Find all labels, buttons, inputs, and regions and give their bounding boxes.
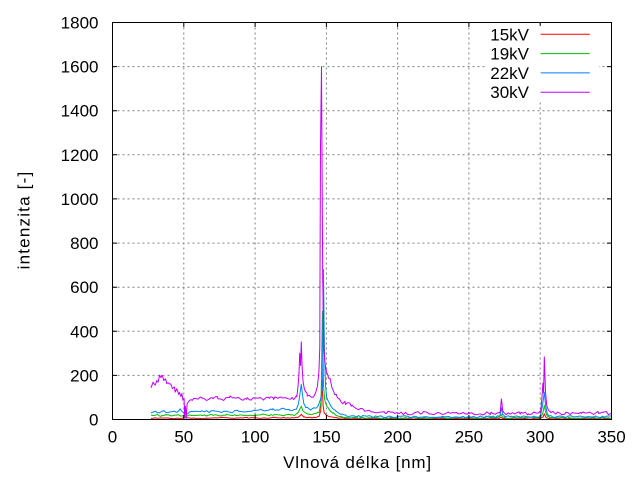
svg-text:200: 200: [383, 428, 411, 447]
svg-text:1400: 1400: [61, 102, 99, 121]
svg-text:intenzita [-]: intenzita [-]: [15, 171, 34, 270]
svg-text:0: 0: [108, 428, 117, 447]
svg-text:1800: 1800: [61, 14, 99, 33]
svg-text:150: 150: [312, 428, 340, 447]
svg-text:300: 300: [526, 428, 554, 447]
svg-text:600: 600: [70, 278, 98, 297]
svg-text:50: 50: [174, 428, 193, 447]
svg-text:250: 250: [455, 428, 483, 447]
svg-text:1200: 1200: [61, 146, 99, 165]
svg-text:350: 350: [597, 428, 625, 447]
svg-text:30kV: 30kV: [490, 83, 529, 102]
svg-text:19kV: 19kV: [490, 45, 529, 64]
svg-text:100: 100: [241, 428, 269, 447]
svg-text:800: 800: [70, 234, 98, 253]
svg-text:200: 200: [70, 366, 98, 385]
svg-text:Vlnová délka [nm]: Vlnová délka [nm]: [283, 453, 432, 472]
svg-text:15kV: 15kV: [490, 25, 529, 44]
svg-text:0: 0: [89, 411, 98, 430]
svg-text:1600: 1600: [61, 58, 99, 77]
svg-text:22kV: 22kV: [490, 64, 529, 83]
svg-text:1000: 1000: [61, 190, 99, 209]
svg-text:400: 400: [70, 322, 98, 341]
